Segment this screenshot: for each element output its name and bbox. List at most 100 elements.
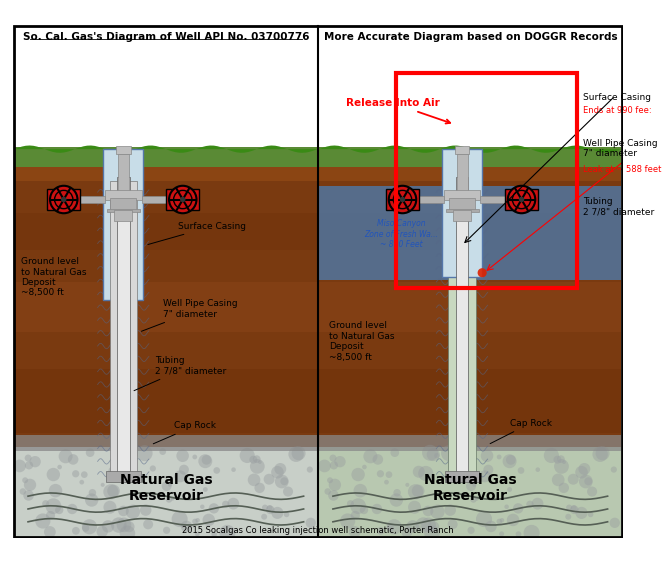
Bar xyxy=(14,447,318,538)
Circle shape xyxy=(170,497,174,501)
Circle shape xyxy=(570,506,579,514)
Circle shape xyxy=(274,463,286,475)
Circle shape xyxy=(82,524,89,532)
Circle shape xyxy=(330,455,336,461)
Bar xyxy=(505,188,538,211)
Circle shape xyxy=(137,445,153,461)
Bar xyxy=(142,196,174,203)
Text: Natural Gas
Reservoir: Natural Gas Reservoir xyxy=(424,473,517,503)
Circle shape xyxy=(413,466,425,478)
Circle shape xyxy=(553,456,561,464)
Circle shape xyxy=(19,488,26,495)
Circle shape xyxy=(427,448,440,461)
Bar xyxy=(117,176,130,474)
Circle shape xyxy=(595,446,609,460)
Circle shape xyxy=(168,483,172,487)
Circle shape xyxy=(362,465,367,469)
Circle shape xyxy=(254,483,265,493)
Circle shape xyxy=(504,505,509,509)
Circle shape xyxy=(126,505,140,519)
Circle shape xyxy=(82,519,97,534)
Circle shape xyxy=(464,448,471,455)
Circle shape xyxy=(249,456,257,464)
Bar xyxy=(105,191,142,200)
Circle shape xyxy=(406,520,419,533)
Circle shape xyxy=(416,517,431,533)
Circle shape xyxy=(261,514,267,520)
Circle shape xyxy=(114,466,129,481)
Circle shape xyxy=(386,472,392,478)
Circle shape xyxy=(347,500,354,507)
Circle shape xyxy=(61,197,67,202)
Circle shape xyxy=(103,484,119,500)
Bar xyxy=(456,176,468,474)
Circle shape xyxy=(59,449,73,463)
Circle shape xyxy=(120,525,135,541)
Circle shape xyxy=(444,504,456,516)
Circle shape xyxy=(512,191,531,209)
Circle shape xyxy=(327,477,333,483)
Circle shape xyxy=(557,455,565,463)
Text: Well Pipe Casing
7" diameter: Well Pipe Casing 7" diameter xyxy=(583,139,657,158)
Circle shape xyxy=(111,517,127,533)
Circle shape xyxy=(513,503,523,514)
Circle shape xyxy=(535,468,540,472)
Circle shape xyxy=(81,472,88,478)
Circle shape xyxy=(280,477,288,486)
Circle shape xyxy=(424,525,440,541)
Circle shape xyxy=(267,505,272,511)
Bar xyxy=(107,209,140,212)
Circle shape xyxy=(42,500,49,507)
Bar xyxy=(14,147,318,167)
Circle shape xyxy=(180,520,192,532)
Circle shape xyxy=(130,453,135,459)
Circle shape xyxy=(227,498,239,510)
Text: Surface Casing: Surface Casing xyxy=(148,222,246,244)
Circle shape xyxy=(566,505,572,511)
Circle shape xyxy=(208,503,219,514)
Bar xyxy=(448,181,476,474)
Circle shape xyxy=(507,487,512,492)
Bar xyxy=(319,181,621,447)
Circle shape xyxy=(372,504,382,514)
Circle shape xyxy=(394,489,401,496)
Bar xyxy=(106,470,141,482)
Circle shape xyxy=(213,467,220,474)
Circle shape xyxy=(47,468,60,481)
Bar xyxy=(449,198,475,211)
Circle shape xyxy=(97,526,108,537)
Circle shape xyxy=(352,468,365,481)
Circle shape xyxy=(118,506,129,516)
Circle shape xyxy=(266,506,274,514)
Circle shape xyxy=(318,460,331,472)
Circle shape xyxy=(423,506,434,516)
Circle shape xyxy=(202,455,211,465)
Circle shape xyxy=(49,484,63,497)
Circle shape xyxy=(253,455,260,463)
Bar xyxy=(319,147,621,167)
Circle shape xyxy=(372,454,383,465)
Bar xyxy=(446,209,478,212)
Circle shape xyxy=(292,446,306,460)
Circle shape xyxy=(428,521,439,532)
Circle shape xyxy=(50,186,77,213)
Circle shape xyxy=(180,197,186,202)
Circle shape xyxy=(377,527,384,534)
Circle shape xyxy=(485,520,497,532)
Circle shape xyxy=(55,191,73,209)
Circle shape xyxy=(364,449,378,463)
Text: Tubing
2 7/8" diameter: Tubing 2 7/8" diameter xyxy=(583,197,654,216)
Bar xyxy=(412,196,444,203)
Circle shape xyxy=(25,455,31,461)
Bar xyxy=(73,196,105,203)
Circle shape xyxy=(35,514,51,529)
Bar xyxy=(444,191,480,200)
Circle shape xyxy=(86,448,95,457)
Circle shape xyxy=(250,459,264,474)
Circle shape xyxy=(108,466,120,478)
Circle shape xyxy=(394,191,412,209)
Bar xyxy=(511,194,515,205)
Circle shape xyxy=(163,527,170,534)
Circle shape xyxy=(264,474,274,484)
Circle shape xyxy=(143,519,153,529)
